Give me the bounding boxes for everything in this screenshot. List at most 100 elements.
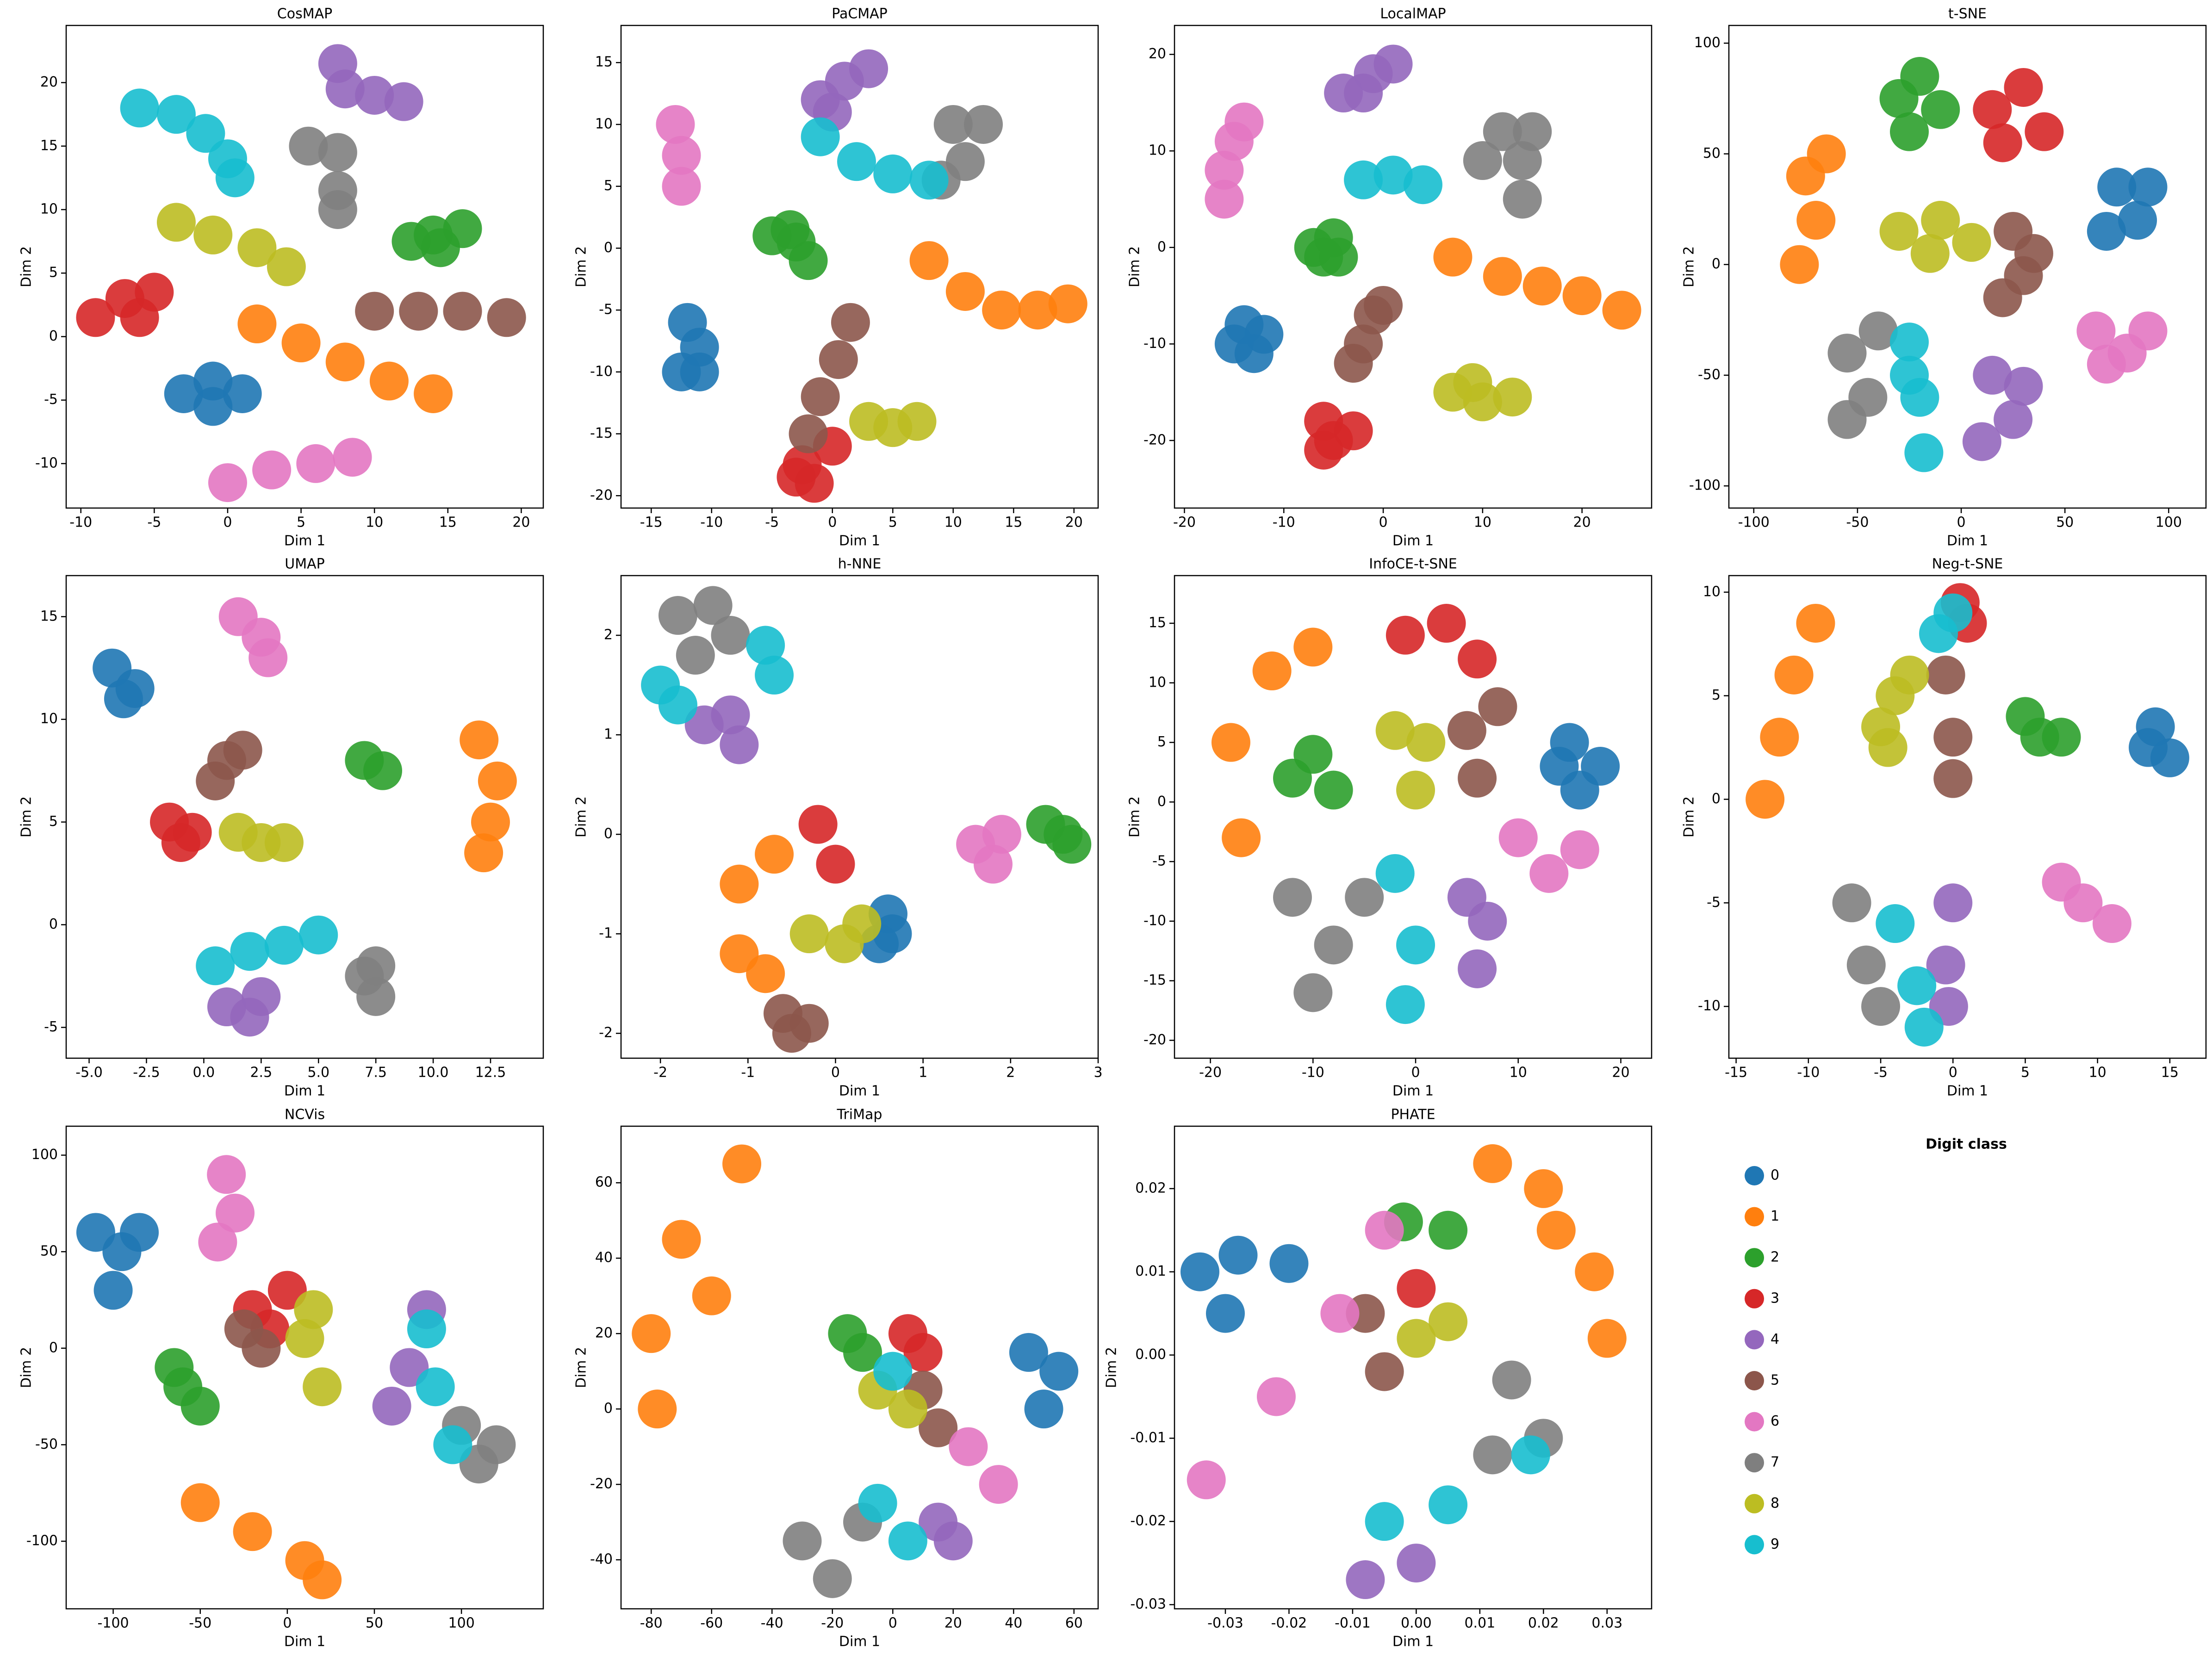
point <box>1602 291 1641 330</box>
point <box>1365 1502 1404 1541</box>
point <box>1375 854 1415 893</box>
point <box>76 298 115 337</box>
point <box>215 1193 255 1233</box>
point <box>2129 728 2168 767</box>
points <box>641 586 1092 1053</box>
point <box>399 292 438 331</box>
point <box>964 105 1003 144</box>
point <box>487 298 526 337</box>
point <box>1933 718 1973 757</box>
x-axis-label: Dim 1 <box>1392 1634 1434 1650</box>
point <box>1587 1319 1627 1358</box>
x-tick-label: 10 <box>1510 1065 1527 1081</box>
point <box>2128 167 2168 207</box>
y-axis-label: Dim 2 <box>1681 246 1697 287</box>
point <box>1983 123 2022 162</box>
point <box>355 75 394 115</box>
point <box>849 49 889 88</box>
y-tick-label: 0 <box>1157 239 1166 255</box>
point <box>318 190 357 229</box>
x-tick-label: -50 <box>1846 515 1869 531</box>
point <box>772 1014 811 1053</box>
point <box>789 414 828 453</box>
x-tick-label: -50 <box>189 1615 211 1631</box>
point <box>1304 237 1343 277</box>
point <box>933 1521 973 1561</box>
point <box>1205 180 1244 219</box>
point <box>164 374 203 413</box>
point <box>2097 167 2137 207</box>
point <box>746 626 785 665</box>
point <box>1962 422 2001 461</box>
y-tick-label: -5 <box>1152 853 1166 869</box>
point <box>120 1213 159 1252</box>
y-tick-label: 40 <box>595 1250 613 1266</box>
point <box>1397 1319 1436 1358</box>
y-tick-label: -10 <box>35 455 58 471</box>
point <box>1473 1144 1512 1183</box>
x-tick-label: 2 <box>1006 1065 1015 1081</box>
point <box>1493 378 1532 417</box>
point <box>156 203 196 242</box>
point <box>1406 723 1446 762</box>
point <box>1187 1460 1226 1500</box>
x-tick-label: 10 <box>2089 1065 2106 1081</box>
point <box>658 685 697 725</box>
subplot: -100 -50 0 50 100 -100 -50 0 50 100 t-SNE Dim 1 Dim … <box>1681 6 2207 549</box>
x-axis-label: Dim 1 <box>284 1083 325 1099</box>
y-tick-label: 5 <box>49 265 58 281</box>
y-tick-label: 20 <box>595 1325 613 1341</box>
subplot-title: NCVis <box>285 1107 325 1123</box>
y-tick-label: -20 <box>1143 1032 1166 1048</box>
point <box>798 805 838 844</box>
point <box>1256 1377 1296 1416</box>
x-tick-label: -2 <box>653 1065 667 1081</box>
x-tick-label: 7.5 <box>365 1065 387 1081</box>
axes-frame <box>1728 575 2207 1059</box>
y-tick-label: -20 <box>590 487 613 503</box>
point <box>325 69 365 109</box>
point <box>356 946 396 986</box>
y-axis-label: Dim 2 <box>573 1347 590 1388</box>
y-tick-label: 15 <box>40 137 58 154</box>
x-tick-label: 0 <box>828 515 837 531</box>
point <box>1483 112 1522 151</box>
x-tick-label: 100 <box>2156 515 2182 531</box>
legend-label: 7 <box>1771 1454 1779 1470</box>
point <box>2004 366 2043 406</box>
y-tick-label: -40 <box>590 1551 613 1568</box>
y-tick-label: -50 <box>1698 366 1721 383</box>
x-tick-label: -80 <box>640 1615 663 1631</box>
subplot-title: h-NNE <box>838 556 882 572</box>
point <box>1796 603 1835 643</box>
y-axis-label: Dim 2 <box>1104 1347 1120 1388</box>
subplot-title: t-SNE <box>1948 6 1987 22</box>
point <box>230 932 269 971</box>
y-tick-label: 0 <box>604 826 613 842</box>
point <box>888 1389 927 1429</box>
point <box>1397 1269 1436 1308</box>
legend-label: 6 <box>1771 1413 1779 1429</box>
point <box>1562 276 1602 316</box>
y-axis-label: Dim 2 <box>1127 796 1143 837</box>
y-tick-label: 5 <box>1712 687 1721 703</box>
legend-swatch <box>1745 1494 1764 1513</box>
point <box>1560 830 1599 869</box>
point <box>1433 237 1473 277</box>
y-axis-label: Dim 2 <box>19 796 35 837</box>
point <box>433 1425 472 1464</box>
point <box>1746 780 1785 819</box>
y-tick-label: 0 <box>1712 791 1721 807</box>
point <box>919 1408 958 1447</box>
point <box>1427 604 1466 643</box>
x-tick-label: -100 <box>1738 515 1770 531</box>
point <box>837 142 876 181</box>
x-tick-label: 2.5 <box>250 1065 272 1081</box>
points <box>76 1155 516 1600</box>
point <box>1933 883 1973 923</box>
x-tick-label: -20 <box>821 1615 844 1631</box>
point <box>1447 711 1486 750</box>
point <box>1858 311 1898 351</box>
y-tick-label: 10 <box>595 116 613 132</box>
